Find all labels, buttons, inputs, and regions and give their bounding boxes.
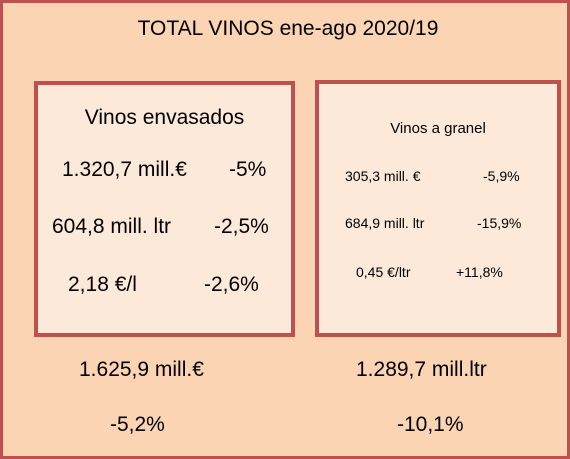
granel-title: Vinos a granel <box>390 120 486 137</box>
granel-panel: Vinos a granel 305,3 mill. € -5,9% 684,9… <box>315 80 561 337</box>
granel-change-eur: -5,9% <box>483 168 520 184</box>
granel-change-price: +11,8% <box>456 264 503 280</box>
envasados-change-eur: -5% <box>229 158 267 181</box>
page-title: TOTAL VINOS ene-ago 2020/19 <box>137 17 439 40</box>
envasados-panel: Vinos envasados 1.320,7 mill.€ -5% 604,8… <box>34 81 295 337</box>
envasados-change-ltr: -2,5% <box>214 215 269 238</box>
total-change-eur: -5,2% <box>110 413 165 436</box>
envasados-change-price: -2,6% <box>204 273 259 296</box>
granel-value-ltr: 684,9 mill. ltr <box>345 215 425 231</box>
envasados-value-ltr: 604,8 mill. ltr <box>52 215 172 238</box>
envasados-value-eur: 1.320,7 mill.€ <box>62 158 187 181</box>
total-value-eur: 1.625,9 mill.€ <box>79 358 204 381</box>
granel-value-price: 0,45 €/ltr <box>356 264 411 280</box>
envasados-title: Vinos envasados <box>84 106 245 129</box>
granel-change-ltr: -15,9% <box>477 215 522 231</box>
envasados-value-price: 2,18 €/l <box>68 273 137 296</box>
total-change-ltr: -10,1% <box>397 413 464 436</box>
total-value-ltr: 1.289,7 mill.ltr <box>356 358 487 381</box>
granel-value-eur: 305,3 mill. € <box>345 168 421 184</box>
